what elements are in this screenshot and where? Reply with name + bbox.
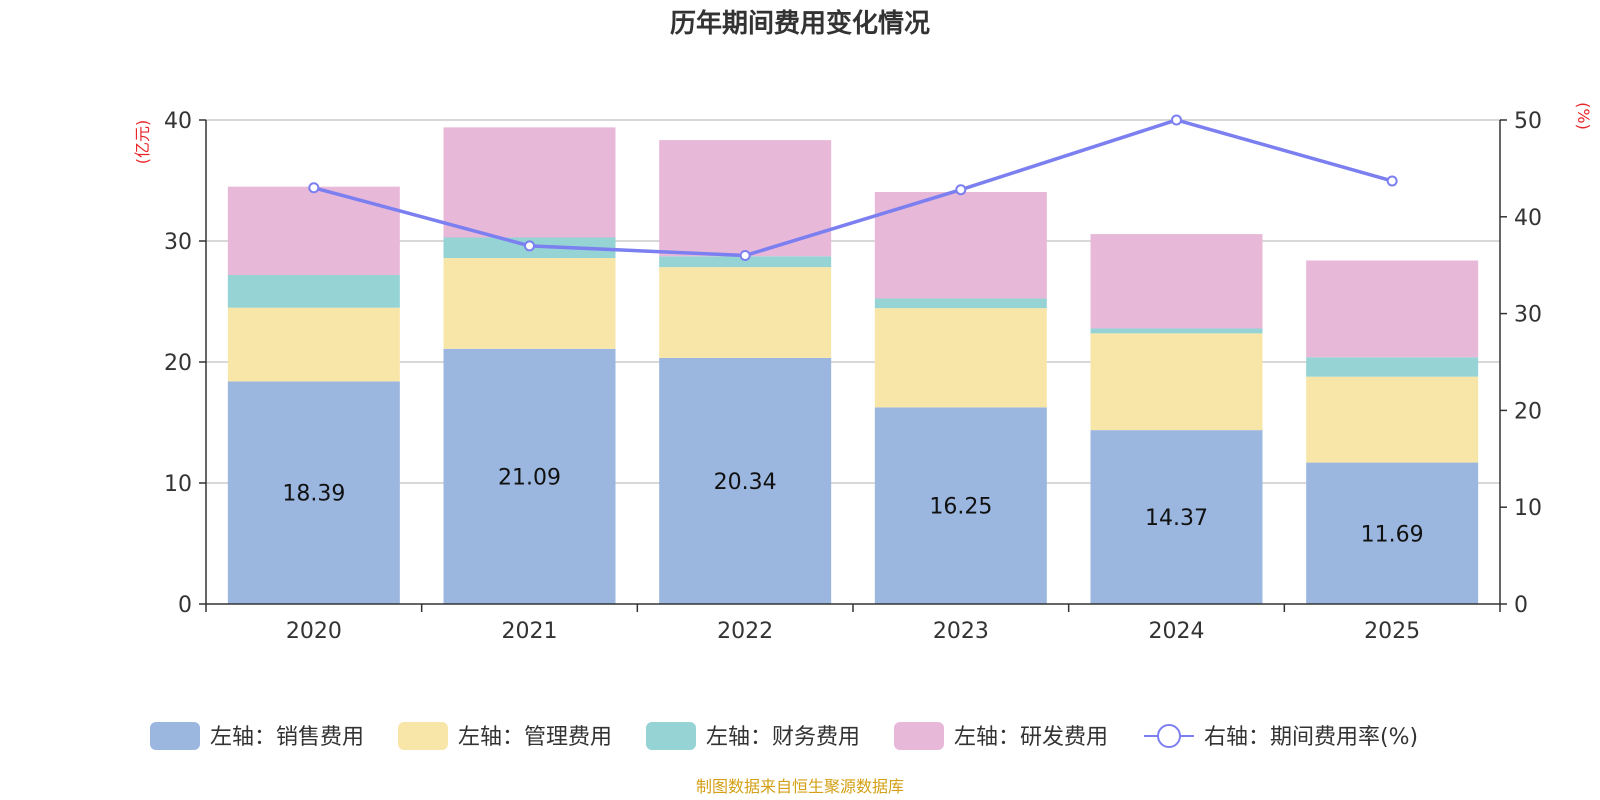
x-tick-label-2020: 2020 xyxy=(286,619,342,644)
data-label-2020: 18.39 xyxy=(282,482,345,507)
bar-4-2023 xyxy=(874,191,1047,299)
line-layer xyxy=(308,114,1398,262)
bar-4-2024 xyxy=(1090,234,1263,329)
right-tick-label: 20 xyxy=(1514,399,1542,424)
bar-3-2023 xyxy=(874,298,1047,309)
rate-point-2025 xyxy=(1386,175,1398,187)
legend-label: 左轴：管理费用 xyxy=(458,725,612,750)
data-label-2021: 21.09 xyxy=(498,465,561,490)
x-tick-label-2021: 2021 xyxy=(502,619,558,644)
x-tick-label-2022: 2022 xyxy=(717,619,773,644)
bar-2-2023 xyxy=(874,308,1047,408)
rate-point-2020 xyxy=(308,182,320,194)
legend-swatch xyxy=(894,722,944,750)
right-axis-unit: (%) xyxy=(1574,102,1593,130)
bar-1-2023 xyxy=(874,407,1047,604)
left-tick-label: 0 xyxy=(178,593,192,618)
legend-item-3[interactable]: 左轴：财务费用 xyxy=(646,722,860,750)
rate-point-2022 xyxy=(739,250,751,262)
legend-label: 左轴：销售费用 xyxy=(210,725,364,750)
left-tick-label: 10 xyxy=(164,472,192,497)
rate-line xyxy=(313,118,1393,258)
data-label-2022: 20.34 xyxy=(714,470,777,495)
bar-4-2020 xyxy=(227,186,400,276)
legend-item-2[interactable]: 左轴：管理费用 xyxy=(398,722,612,750)
legend-swatch xyxy=(150,722,200,750)
bar-layer xyxy=(227,127,1479,604)
bar-1-2025 xyxy=(1306,462,1479,604)
axes: 0 10 20 30 40 0 10 20 30 40 50 2020 2021 2022 2023 2024… xyxy=(164,109,1542,644)
data-label-2024: 14.37 xyxy=(1145,506,1208,531)
bar-2-2025 xyxy=(1306,376,1479,463)
x-tick-label-2024: 2024 xyxy=(1149,619,1205,644)
source-note: 制图数据来自恒生聚源数据库 xyxy=(696,777,904,796)
data-labels: 18.39 21.09 20.34 16.25 14.37 11.69 xyxy=(282,465,1423,547)
legend-item-1[interactable]: 左轴：销售费用 xyxy=(150,722,364,750)
bar-2-2021 xyxy=(443,258,616,349)
rate-point-2021 xyxy=(524,240,535,252)
left-tick-label: 40 xyxy=(164,109,192,134)
legend-swatch xyxy=(398,722,448,750)
bar-3-2020 xyxy=(227,275,400,308)
left-axis-unit: (亿元) xyxy=(133,120,152,165)
bar-1-2021 xyxy=(443,348,616,604)
legend-item-4[interactable]: 左轴：研发费用 xyxy=(894,722,1108,750)
bar-2-2022 xyxy=(659,267,832,358)
data-label-2025: 11.69 xyxy=(1361,522,1424,547)
right-tick-label: 10 xyxy=(1514,496,1542,521)
chart-title: 历年期间费用变化情况 xyxy=(670,8,930,39)
legend-label: 左轴：研发费用 xyxy=(954,725,1108,750)
rate-point-2024 xyxy=(1171,114,1182,126)
right-tick-label: 30 xyxy=(1514,303,1542,328)
right-tick-label: 40 xyxy=(1514,206,1542,231)
grid xyxy=(206,119,1500,484)
legend-label: 左轴：财务费用 xyxy=(706,725,860,750)
bar-1-2024 xyxy=(1090,430,1263,604)
legend-item-5[interactable]: 右轴：期间费用率(%) xyxy=(1144,724,1418,750)
rate-point-2023 xyxy=(955,184,967,196)
bar-1-2022 xyxy=(659,357,832,604)
left-tick-label: 30 xyxy=(164,230,192,255)
x-tick-label-2023: 2023 xyxy=(933,619,989,644)
right-tick-label: 50 xyxy=(1514,109,1542,134)
bar-3-2025 xyxy=(1306,357,1479,377)
bar-4-2025 xyxy=(1306,260,1479,358)
bar-3-2022 xyxy=(659,256,832,268)
legend-swatch xyxy=(646,722,696,750)
bar-2-2024 xyxy=(1090,333,1263,431)
left-tick-label: 20 xyxy=(164,351,192,376)
bar-1-2020 xyxy=(227,381,400,604)
bar-4-2021 xyxy=(443,127,616,238)
bar-3-2024 xyxy=(1090,328,1263,334)
legend-marker xyxy=(1157,724,1181,748)
legend-label: 右轴：期间费用率(%) xyxy=(1204,725,1418,750)
right-tick-label: 0 xyxy=(1514,593,1528,618)
bar-2-2020 xyxy=(227,307,400,382)
legend: 左轴：销售费用 左轴：管理费用 左轴：财务费用 左轴：研发费用 右轴：期间费用率(%) xyxy=(150,722,1418,750)
data-label-2023: 16.25 xyxy=(929,495,992,520)
x-tick-label-2025: 2025 xyxy=(1364,619,1420,644)
